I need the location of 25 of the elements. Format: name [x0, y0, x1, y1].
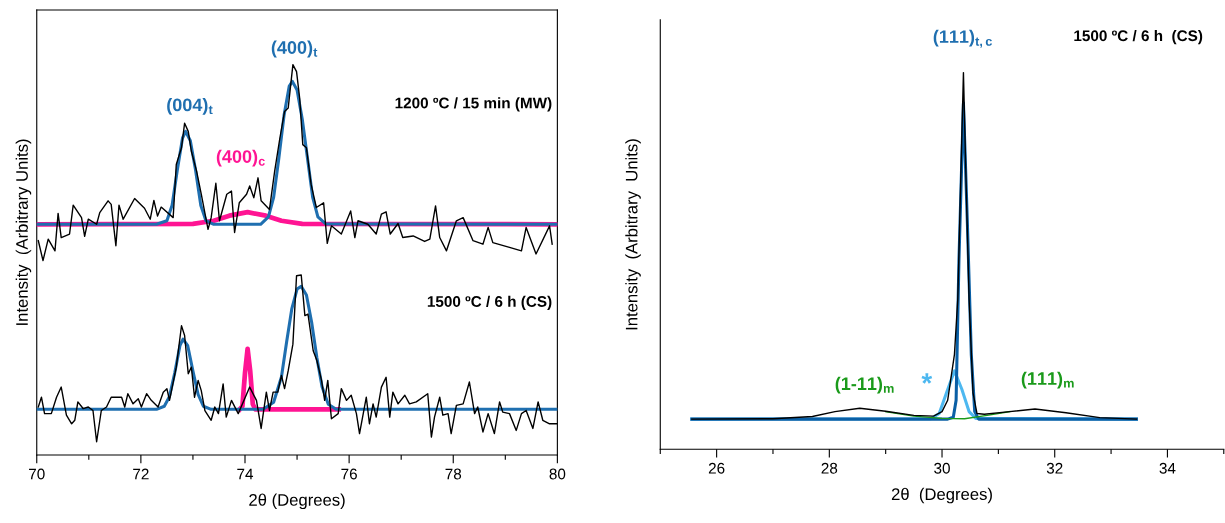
x-axis-title: 2θ (Degrees) — [891, 487, 992, 504]
x-tick-label: 72 — [133, 468, 149, 480]
annotation: (400)$_{c}$ — [216, 149, 265, 167]
x-tick-label: 74 — [237, 468, 254, 480]
x-axis-title: 2θ (Degrees) — [249, 493, 345, 510]
text: (111)$_{t,c}$ — [933, 29, 992, 48]
x-tick-label: 28 — [821, 462, 838, 474]
y-axis-title: Intensity (Arbitrary Units) — [625, 139, 641, 330]
text: 1500 ºC / 6 h (CS) — [1074, 29, 1203, 45]
annotation: 1200 ºC / 15 min (MW) — [395, 97, 552, 112]
x-tick-label: 80 — [549, 468, 566, 480]
y-axis-title: Intensity (Arbitrary Units) — [15, 139, 32, 325]
x-tick-label: 26 — [708, 462, 725, 474]
x-tick-label: 70 — [29, 468, 45, 480]
annotation: (111)$_{m}$ — [1021, 371, 1074, 389]
annotation: 1500 ºC / 6 h (CS) — [427, 295, 552, 310]
annotation: (004)$_{t}$ — [167, 98, 213, 115]
x-tick-label: 76 — [341, 468, 357, 480]
x-tick-label: 78 — [445, 468, 462, 480]
annotation: (1-11)$_{m}$ — [835, 376, 894, 394]
x-tick-label: 30 — [934, 462, 950, 474]
annotation: * — [921, 373, 933, 384]
x-tick-label: 34 — [1159, 462, 1176, 474]
x-tick-label: 32 — [1046, 462, 1063, 474]
text: (400)$_{t}$ — [271, 40, 318, 58]
